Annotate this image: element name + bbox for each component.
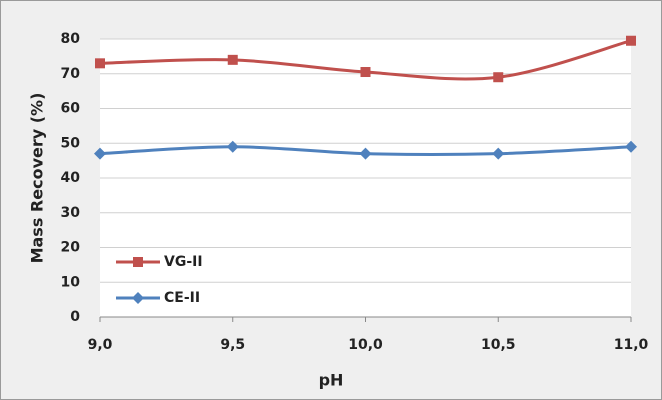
y-tick-label: 10 — [61, 274, 81, 290]
legend-marker — [132, 292, 144, 304]
y-tick-label: 40 — [61, 170, 81, 186]
y-tick-label: 0 — [70, 309, 80, 325]
x-tick-label: 9,5 — [220, 337, 245, 353]
y-tick-label: 60 — [61, 101, 81, 117]
x-tick-label: 10,5 — [481, 337, 516, 353]
y-tick-label: 20 — [61, 240, 81, 256]
x-tick-label: 10,0 — [348, 337, 383, 353]
y-tick-label: 30 — [61, 205, 81, 221]
data-point — [94, 147, 106, 160]
x-axis-label: pH — [319, 371, 344, 390]
x-tick-label: 9,0 — [88, 337, 113, 353]
y-axis-label: Mass Recovery (%) — [28, 93, 47, 264]
y-tick-label: 70 — [61, 66, 81, 82]
legend-label: VG-II — [164, 254, 203, 270]
x-tick-label: 11,0 — [614, 337, 649, 353]
y-tick-label: 80 — [61, 31, 81, 47]
data-point — [359, 147, 372, 160]
data-point — [492, 147, 505, 160]
data-point — [226, 140, 239, 153]
legend-marker — [133, 257, 143, 267]
data-point — [227, 54, 238, 65]
data-point — [493, 72, 504, 83]
data-point — [626, 35, 636, 46]
data-point — [95, 58, 105, 69]
data-point — [360, 67, 371, 78]
y-tick-label: 50 — [61, 135, 81, 151]
legend-label: CE-II — [164, 290, 200, 306]
data-point — [625, 140, 637, 153]
